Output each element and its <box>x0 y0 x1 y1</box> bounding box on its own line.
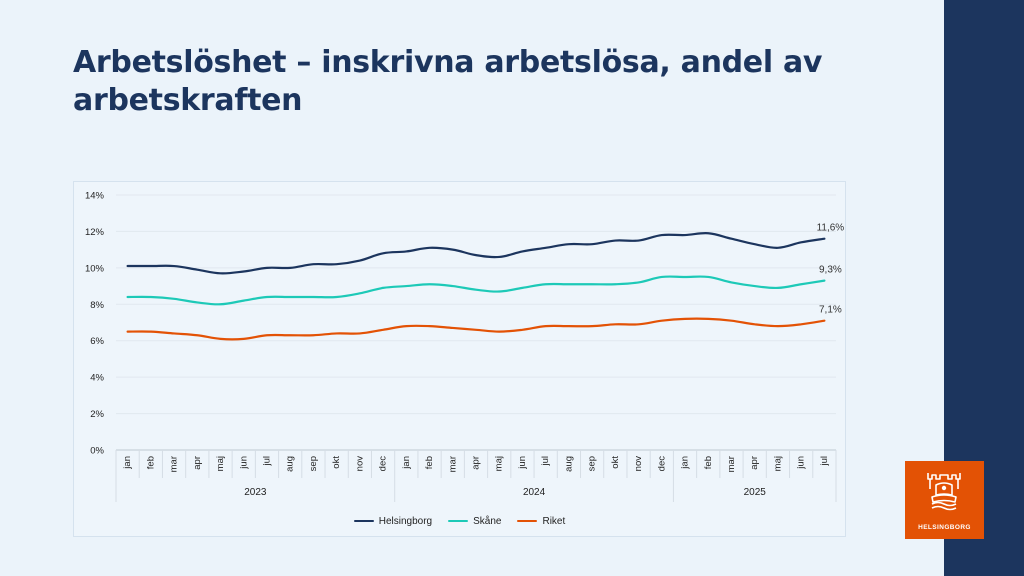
year-label: 2025 <box>744 487 767 498</box>
y-tick-label: 10% <box>85 263 105 274</box>
x-tick-label: jul <box>819 456 830 467</box>
y-tick-label: 4% <box>90 373 104 384</box>
x-tick-label: jul <box>540 456 551 467</box>
helsingborg-logo: HELSINGBORG <box>905 461 984 539</box>
y-tick-label: 6% <box>90 336 104 347</box>
x-tick-label: feb <box>703 456 714 469</box>
data-labels: 11,6% 9,3% 7,1% <box>817 223 845 316</box>
y-tick-label: 12% <box>85 227 105 238</box>
legend-label: Riket <box>542 515 566 527</box>
chart-area: 0% 2% 4% 6% 8% 10% 12% 14% jan feb mar apr maj jun jul… <box>73 181 846 537</box>
x-tick-label: jan <box>680 456 691 470</box>
x-tick-label: okt <box>331 456 342 469</box>
x-tick-label: jul <box>261 456 272 467</box>
legend-swatch <box>353 519 374 523</box>
x-tick-label: mar <box>447 456 458 472</box>
year-label: 2023 <box>244 487 267 498</box>
end-label-helsingborg: 11,6% <box>817 223 845 234</box>
x-tick-label: apr <box>192 456 203 470</box>
x-tick-label: nov <box>354 456 365 472</box>
legend-label: Helsingborg <box>378 515 433 527</box>
legend-item-helsingborg: Helsingborg <box>353 515 433 527</box>
x-tick-label: maj <box>494 456 505 471</box>
castle-crest-icon <box>927 473 961 511</box>
line-chart: 0% 2% 4% 6% 8% 10% 12% 14% jan feb mar apr maj jun jul… <box>85 191 845 502</box>
x-tick-label: jun <box>796 456 807 470</box>
x-tick-label: sep <box>587 456 598 471</box>
end-label-sk-ne: 9,3% <box>819 265 842 276</box>
x-tick-label: jan <box>122 456 133 470</box>
x-tick-label: okt <box>610 456 621 469</box>
legend: Helsingborg Skåne Riket <box>74 511 845 531</box>
gridlines <box>116 194 836 451</box>
x-tick-label: dec <box>656 456 667 472</box>
x-tick-label: feb <box>145 456 156 469</box>
end-label-riket: 7,1% <box>819 305 842 316</box>
logo-wordmark: HELSINGBORG <box>918 524 971 531</box>
x-tick-label: maj <box>215 456 226 471</box>
legend-item-riket: Riket <box>517 516 565 527</box>
series-lines <box>126 232 826 341</box>
legend-swatch <box>517 519 538 523</box>
y-tick-label: 14% <box>85 191 105 202</box>
slide-title: Arbetslöshet – inskrivna arbetslösa, and… <box>73 45 823 118</box>
legend-item-sk-ne: Skåne <box>448 516 501 527</box>
x-tick-label: feb <box>424 456 435 469</box>
legend-label: Skåne <box>473 515 502 527</box>
x-tick-label: apr <box>749 456 760 470</box>
x-tick-label: dec <box>378 456 389 472</box>
x-tick-label: maj <box>772 456 783 471</box>
series-line-riket <box>126 317 826 341</box>
x-tick-label: nov <box>633 456 644 472</box>
year-label: 2024 <box>523 487 546 498</box>
series-line-sk-ne <box>126 275 826 306</box>
x-tick-label: jan <box>401 456 412 470</box>
axes: 0% 2% 4% 6% 8% 10% 12% 14% jan feb mar apr maj jun jul… <box>85 191 837 502</box>
legend-swatch <box>448 519 469 523</box>
x-tick-label: mar <box>726 456 737 472</box>
x-tick-label: sep <box>308 456 319 471</box>
y-tick-label: 2% <box>90 409 104 420</box>
x-tick-label: mar <box>169 456 180 472</box>
x-tick-label: aug <box>563 456 574 472</box>
y-tick-label: 0% <box>90 446 104 457</box>
x-tick-label: aug <box>285 456 296 472</box>
y-tick-label: 8% <box>90 300 104 311</box>
x-tick-label: jun <box>238 456 249 470</box>
series-line-helsingborg <box>126 232 826 275</box>
x-tick-label: apr <box>471 456 482 470</box>
x-tick-label: jun <box>517 456 528 470</box>
